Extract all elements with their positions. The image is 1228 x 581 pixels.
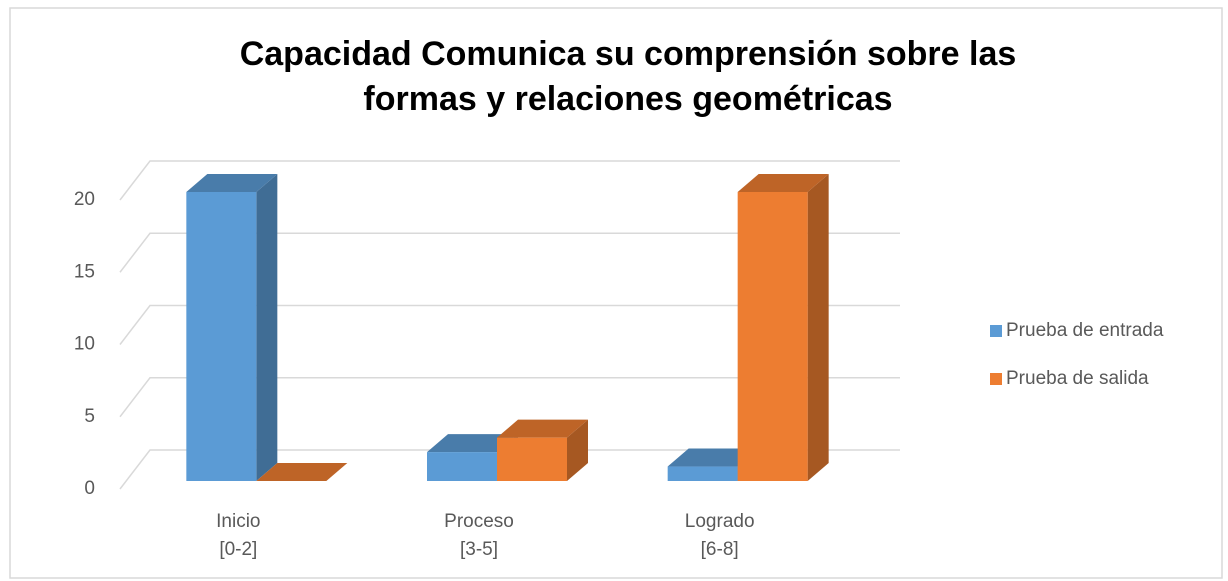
- y-tick-label: 10: [74, 334, 95, 355]
- legend-label: Prueba de salida: [1006, 368, 1149, 389]
- y-tick-label: 15: [74, 261, 95, 282]
- legend-label: Prueba de entrada: [1006, 320, 1164, 341]
- bar: [256, 463, 348, 481]
- bar: [497, 419, 588, 481]
- legend-swatch: [990, 325, 1002, 337]
- bar-top: [186, 174, 278, 192]
- x-tick-label: Inicio: [216, 511, 260, 532]
- bar-side: [256, 174, 278, 481]
- grid-line: [119, 377, 900, 418]
- x-tick-label: [3-5]: [460, 539, 498, 560]
- x-tick-label: Logrado: [685, 511, 755, 532]
- x-tick-label: [0-2]: [219, 539, 257, 560]
- bar-top: [427, 434, 518, 453]
- chart-title: Capacidad Comunica su comprensión sobre …: [240, 35, 1017, 73]
- bar-top: [737, 174, 829, 192]
- bar-front: [497, 437, 567, 481]
- y-tick-label: 0: [84, 478, 95, 499]
- bar-front: [737, 192, 808, 481]
- grid-line: [119, 304, 900, 345]
- grid-line: [119, 160, 900, 201]
- bar-top: [667, 448, 759, 467]
- grid-line: [119, 449, 900, 490]
- bar-side: [807, 174, 829, 481]
- bar-front: [186, 192, 257, 481]
- bar: [186, 174, 278, 481]
- bar-top: [497, 419, 588, 438]
- y-tick-label: 20: [74, 189, 95, 210]
- bar-side: [567, 419, 588, 481]
- chart-title: formas y relaciones geométricas: [363, 80, 892, 118]
- bar-top: [256, 463, 348, 481]
- bar-front: [667, 466, 738, 481]
- grid-line: [119, 232, 900, 273]
- bar-front: [427, 452, 497, 481]
- y-tick-label: 5: [84, 406, 95, 427]
- legend-swatch: [990, 373, 1002, 385]
- x-tick-label: Proceso: [444, 511, 514, 532]
- bar: [737, 174, 829, 481]
- x-tick-label: [6-8]: [701, 539, 739, 560]
